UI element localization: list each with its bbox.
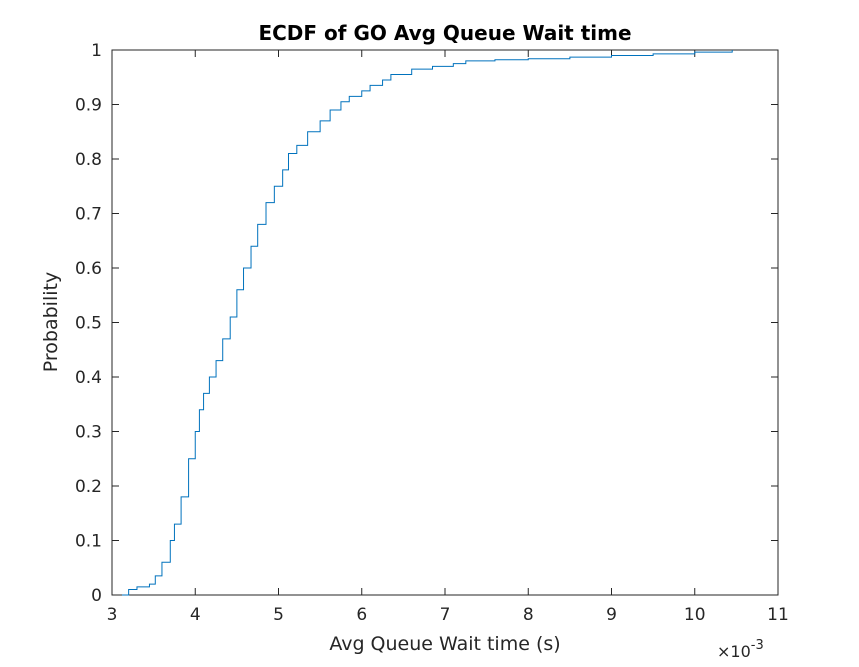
y-axis-ticks: 0 0.1 0.2 0.3 0.4 0.5 0.6 0.7 0.8 0.9 1	[75, 41, 778, 606]
plot-area	[111, 49, 779, 596]
x-tick-label: 5	[273, 605, 284, 625]
y-tick-label: 0.1	[75, 532, 102, 552]
y-tick-label: 0	[91, 586, 102, 606]
x-axis-label: Avg Queue Wait time (s)	[329, 633, 560, 655]
x-exponent-power: -3	[751, 638, 764, 653]
y-tick-label: 0.9	[75, 96, 102, 116]
y-tick-label: 0.3	[75, 423, 102, 443]
y-tick-label: 1	[91, 41, 102, 61]
y-axis-label: Probability	[40, 272, 62, 372]
y-tick-label: 0.7	[75, 205, 102, 225]
x-tick-label: 6	[356, 605, 367, 625]
x-tick-label: 11	[767, 605, 789, 625]
y-tick-label: 0.6	[75, 259, 102, 279]
x-tick-label: 8	[523, 605, 534, 625]
x-axis-ticks: 3 4 5 6 7 8 9 10 11	[107, 50, 789, 625]
x-axis-exponent: ×10-3	[717, 638, 764, 661]
x-tick-label: 7	[440, 605, 451, 625]
x-tick-label: 9	[606, 605, 617, 625]
chart-title: ECDF of GO Avg Queue Wait time	[258, 21, 631, 45]
x-tick-label: 3	[107, 605, 118, 625]
y-tick-label: 0.5	[75, 314, 102, 334]
y-tick-label: 0.2	[75, 477, 102, 497]
y-tick-label: 0.8	[75, 150, 102, 170]
x-tick-label: 4	[190, 605, 201, 625]
ecdf-line	[121, 50, 733, 596]
x-tick-label: 10	[684, 605, 706, 625]
y-tick-label: 0.4	[75, 368, 102, 388]
x-exponent-base: ×10	[717, 642, 751, 661]
